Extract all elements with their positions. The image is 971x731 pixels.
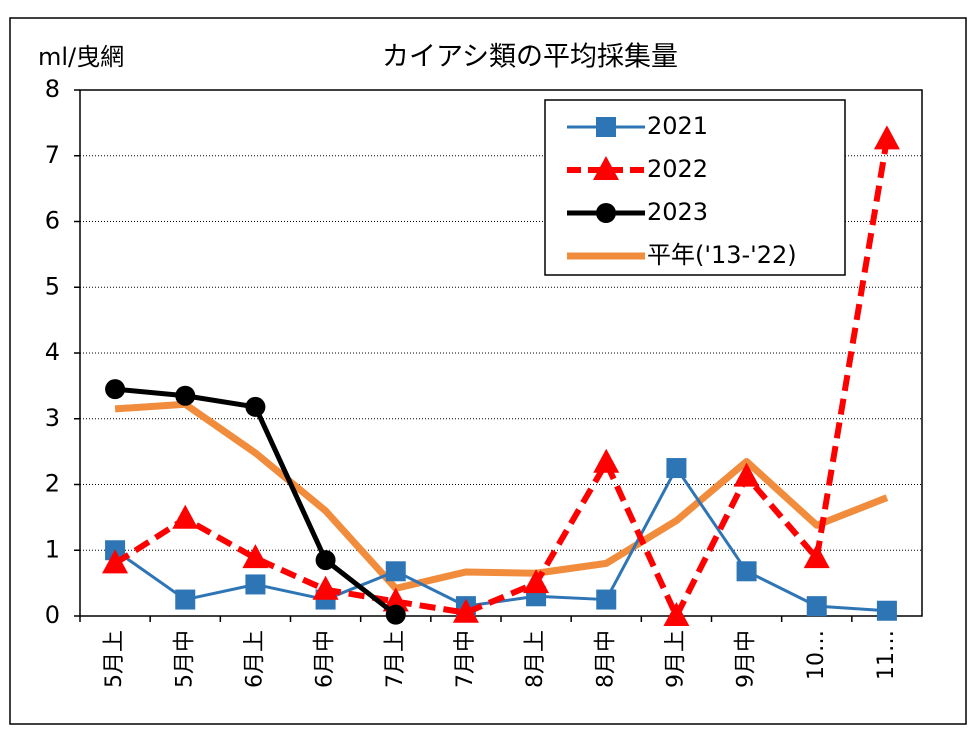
data-point	[737, 561, 757, 581]
data-point	[386, 605, 406, 625]
series-line	[115, 468, 887, 611]
chart: カイアシ類の平均採集量 ml/曳網 0 1 2 3 4 5 6 7 8 5月上 5月中 6月上 6月中 7…	[0, 0, 971, 727]
legend-marker	[596, 203, 616, 223]
data-point	[105, 379, 125, 399]
y-tick-label: 2	[45, 470, 60, 498]
x-tick-label: 7月中	[453, 630, 478, 688]
chart-title: カイアシ類の平均採集量	[382, 42, 678, 73]
x-tick-label: 10…	[804, 630, 829, 680]
data-point	[245, 397, 265, 417]
x-tick-label: 5月上	[102, 630, 127, 688]
data-point	[172, 505, 198, 529]
x-tick-label: 6月中	[313, 630, 338, 688]
x-tick-label: 11…	[874, 630, 899, 680]
legend-label: 2023	[647, 198, 708, 226]
data-point	[175, 590, 195, 610]
data-point	[807, 596, 827, 616]
y-tick-label: 1	[45, 535, 60, 563]
x-tick-label: 8月上	[523, 630, 548, 688]
x-tick-label: 9月中	[734, 630, 759, 688]
legend-label: 平年('13-'22)	[647, 241, 797, 269]
legend-label: 2021	[647, 112, 708, 140]
data-point	[666, 458, 686, 478]
series-line	[115, 404, 887, 588]
x-tick-label: 7月上	[383, 630, 408, 688]
y-tick-label: 4	[45, 338, 60, 366]
legend-marker	[596, 117, 616, 137]
data-point	[245, 574, 265, 594]
data-point	[596, 590, 616, 610]
x-tick-label: 9月上	[663, 630, 688, 688]
x-tick-label: 5月中	[172, 630, 197, 688]
y-tick-label: 6	[45, 207, 60, 235]
data-point	[593, 449, 619, 473]
data-point	[874, 125, 900, 149]
y-tick-label: 0	[45, 601, 60, 629]
legend-label: 2022	[647, 155, 708, 183]
data-point	[386, 561, 406, 581]
data-point	[877, 601, 897, 621]
data-point	[316, 550, 336, 570]
y-tick-label: 5	[45, 272, 60, 300]
y-tick-label: 7	[45, 141, 60, 169]
data-point	[663, 602, 689, 626]
x-tick-label: 8月中	[593, 630, 618, 688]
y-tick-label: 8	[45, 75, 60, 103]
data-point	[175, 386, 195, 406]
y-axis-label: ml/曳網	[38, 43, 124, 71]
y-tick-label: 3	[45, 404, 60, 432]
x-tick-label: 6月上	[242, 630, 267, 688]
